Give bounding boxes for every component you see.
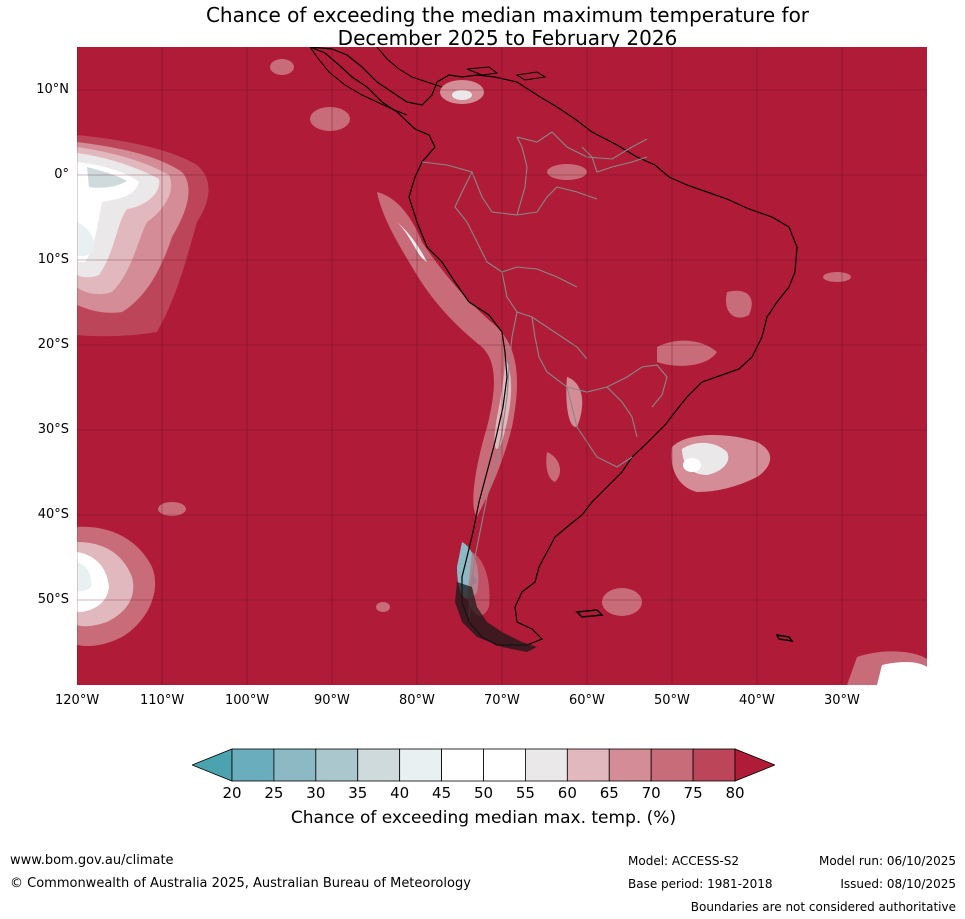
- lon-label-70w: 70°W: [484, 693, 520, 708]
- colorbar-tick-label: 45: [432, 784, 452, 802]
- lon-label-30w: 30°W: [824, 693, 860, 708]
- colorbar-bin: [315, 748, 359, 782]
- colorbar-tick-label: 20: [222, 784, 242, 802]
- colorbar-tick-label: 35: [348, 784, 368, 802]
- gridlines: [77, 47, 927, 685]
- colorbar-bin: [608, 748, 652, 782]
- colorbar-bin: [692, 748, 736, 782]
- colorbar-tick-label: 65: [599, 784, 619, 802]
- lat-label-50s: 50°S: [37, 592, 69, 607]
- colorbar-tick-label: 40: [390, 784, 410, 802]
- lon-label-40w: 40°W: [739, 693, 775, 708]
- footer-copyright: © Commonwealth of Australia 2025, Austra…: [10, 876, 471, 891]
- footer-model: Model: ACCESS-S2: [628, 854, 740, 868]
- footer-model-run: Model run: 06/10/2025: [818, 854, 956, 868]
- chart-title: Chance of exceeding the median maximum t…: [0, 4, 965, 50]
- lon-label-110w: 110°W: [140, 693, 185, 708]
- colorbar-extend-high: [734, 748, 775, 782]
- colorbar-tick-label: 60: [557, 784, 577, 802]
- colorbar-bin: [525, 748, 568, 782]
- lon-label-60w: 60°W: [569, 693, 605, 708]
- colorbar-extend-low: [192, 748, 233, 782]
- map-canvas: [77, 47, 927, 685]
- colorbar-tick-label: 25: [264, 784, 284, 802]
- caribbean-islands: [466, 66, 547, 81]
- south-america-coastline: [309, 47, 798, 646]
- lat-label-10n: 10°N: [36, 82, 69, 97]
- colorbar-bin: [357, 748, 401, 782]
- colorbar-bin: [441, 748, 484, 782]
- colorbar-label: Chance of exceeding median max. temp. (%…: [290, 808, 677, 828]
- anomaly-andes: [377, 192, 583, 616]
- colorbar: [192, 748, 775, 782]
- colorbar-tick-label: 30: [306, 784, 326, 802]
- lon-label-50w: 50°W: [654, 693, 690, 708]
- colorbar-tick-label: 75: [683, 784, 703, 802]
- anomaly-pacific-south: [77, 502, 186, 647]
- anomaly-pacific-equator: [77, 135, 209, 337]
- lat-label-30s: 30°S: [37, 422, 69, 437]
- tierra-del-fuego: [455, 582, 537, 652]
- title-line-2: December 2025 to February 2026: [337, 26, 678, 50]
- lon-label-100w: 100°W: [225, 693, 270, 708]
- lat-label-20s: 20°S: [37, 337, 69, 352]
- footer-website: www.bom.gov.au/climate: [10, 853, 174, 868]
- lon-label-90w: 90°W: [314, 693, 350, 708]
- colorbar-bin: [566, 748, 610, 782]
- lat-label-40s: 40°S: [37, 507, 69, 522]
- lon-label-80w: 80°W: [399, 693, 435, 708]
- map-panel: [77, 47, 927, 685]
- colorbar-bin: [273, 748, 317, 782]
- colorbar-tick-label: 55: [515, 784, 535, 802]
- colorbar-bin: [399, 748, 442, 782]
- lat-label-0: 0°: [54, 167, 69, 182]
- footer-disclaimer: Boundaries are not considered authoritat…: [690, 900, 956, 914]
- lon-label-120w: 120°W: [55, 693, 100, 708]
- title-line-1: Chance of exceeding the median maximum t…: [205, 3, 810, 27]
- island-small: [775, 634, 794, 643]
- footer-base-period: Base period: 1981-2018: [628, 877, 773, 891]
- colorbar-tick-label: 80: [725, 784, 745, 802]
- colorbar-tick-label: 50: [473, 784, 494, 802]
- falkland-islands: [575, 609, 604, 618]
- colorbar-bin: [231, 748, 275, 782]
- footer-issued: Issued: 08/10/2025: [840, 877, 956, 891]
- country-borders: [421, 131, 668, 618]
- colorbar-bin: [483, 748, 526, 782]
- colorbar-tick-label: 70: [641, 784, 661, 802]
- colorbar-bin: [650, 748, 694, 782]
- lat-label-10s: 10°S: [37, 252, 69, 267]
- anomaly-small-patches: [270, 59, 851, 616]
- anomaly-atlantic-east: [657, 290, 927, 685]
